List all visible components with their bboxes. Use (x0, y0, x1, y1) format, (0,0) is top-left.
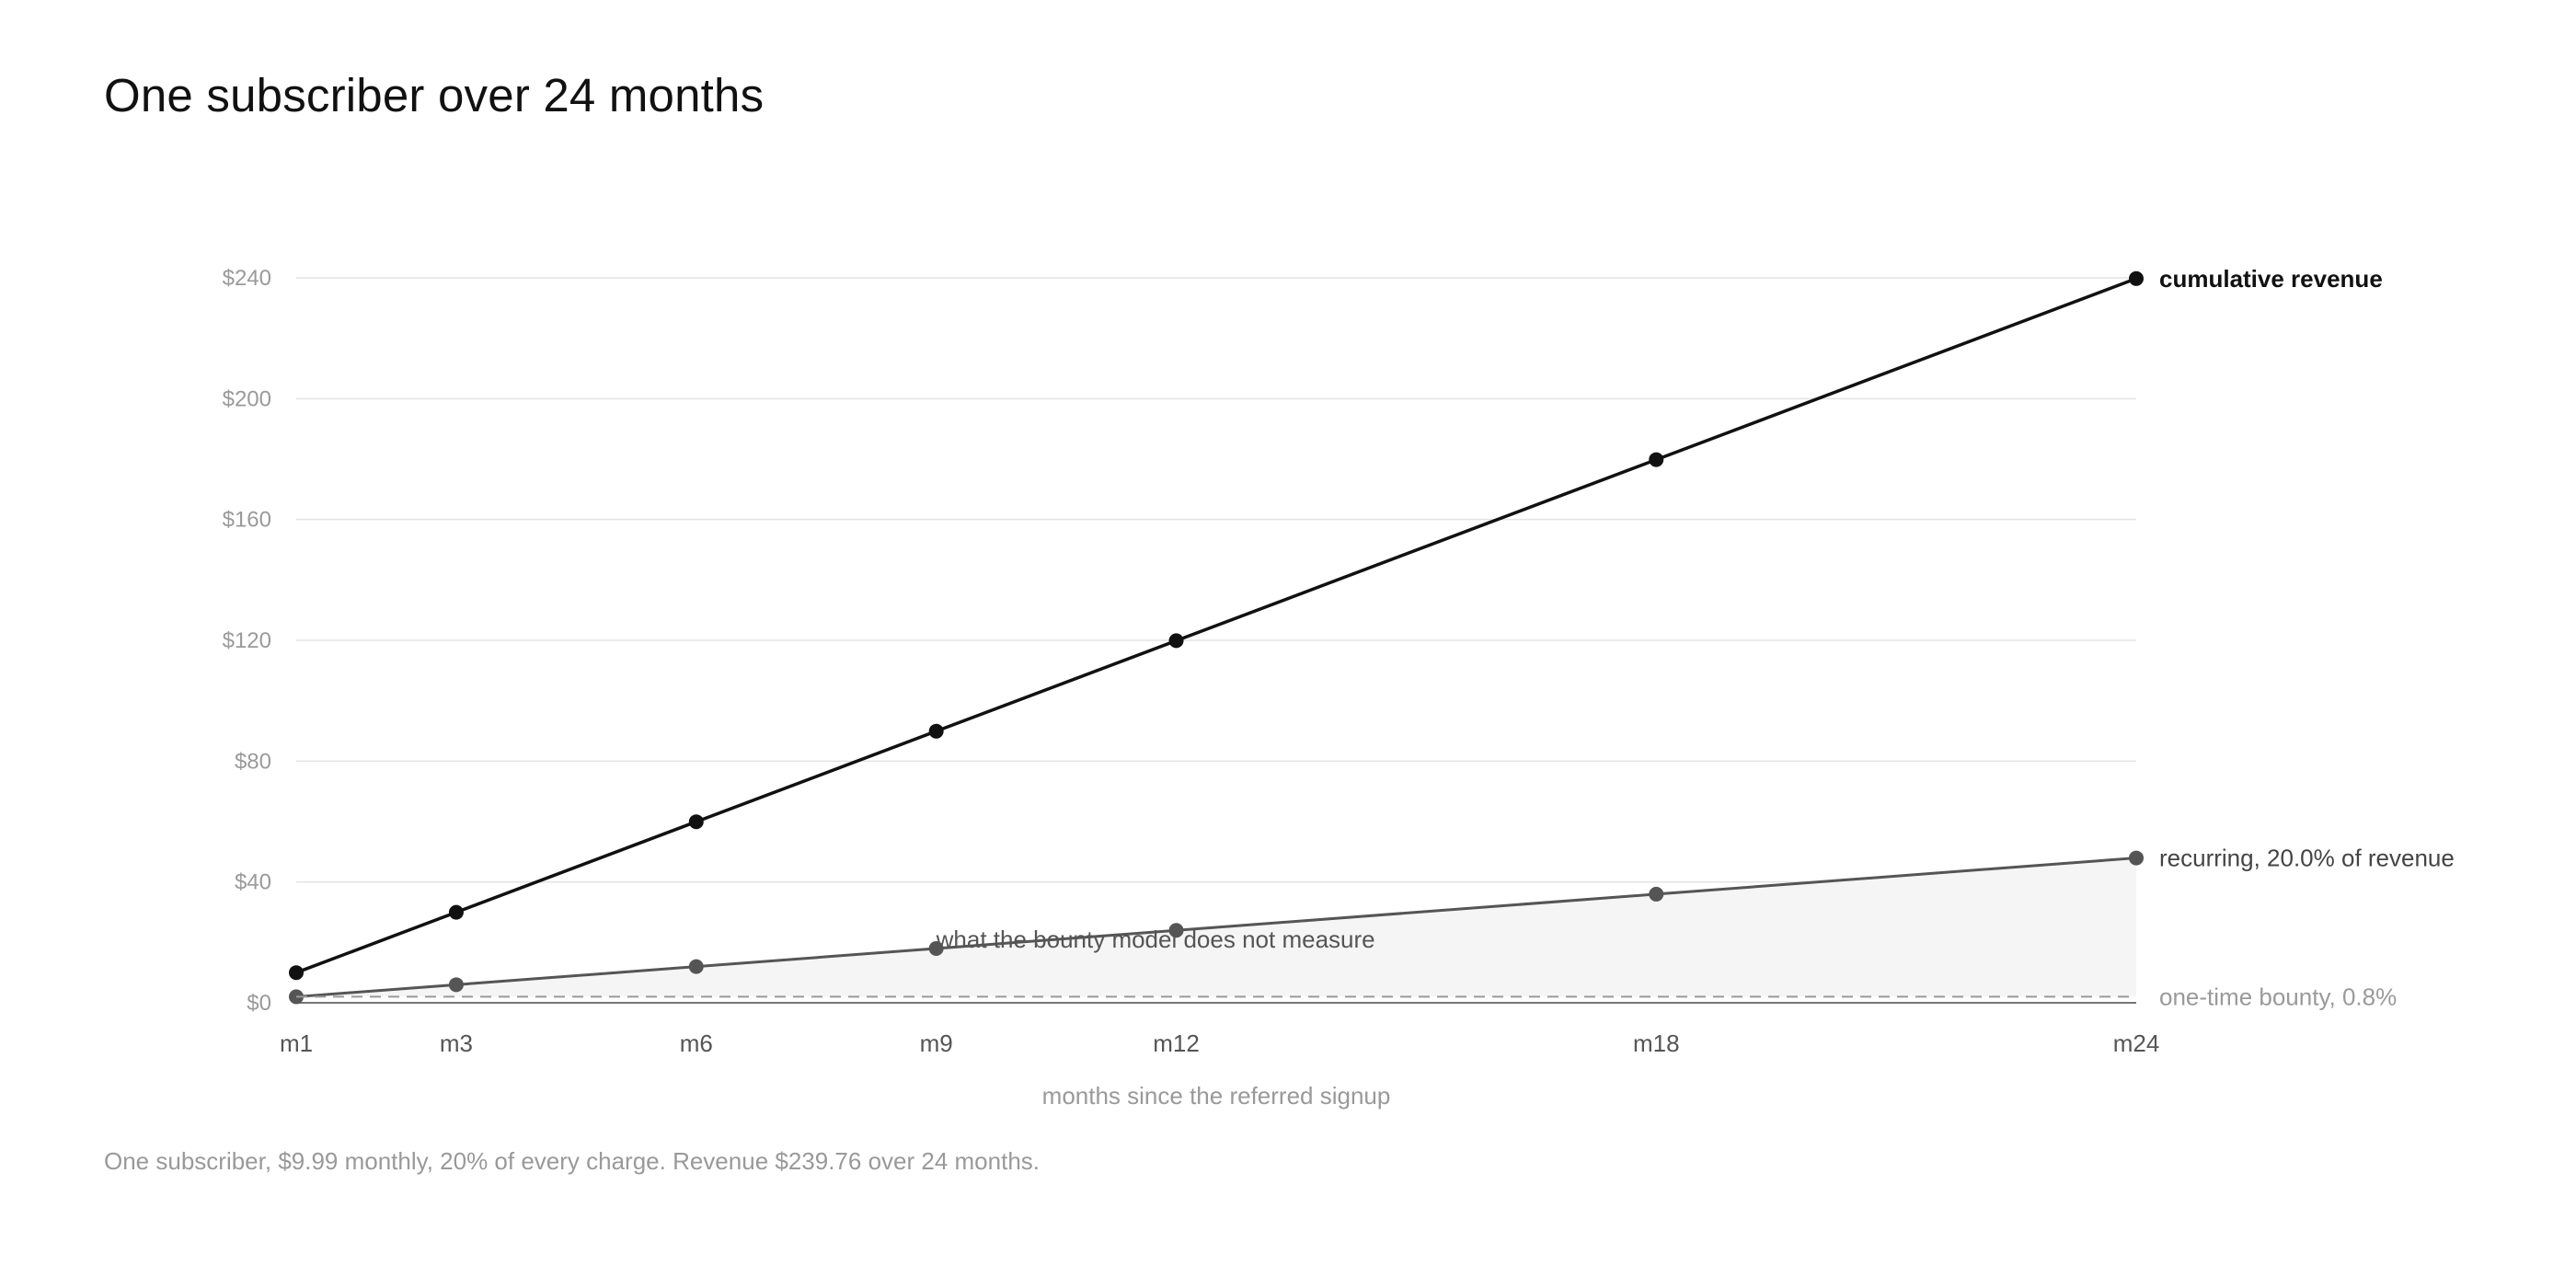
y-tick-label: $120 (223, 628, 271, 653)
data-point-recurring (448, 977, 464, 993)
data-point-cumulative (448, 904, 464, 920)
x-tick-label: m12 (1153, 1029, 1200, 1057)
data-point-cumulative (928, 723, 944, 739)
data-point-recurring (928, 940, 944, 956)
x-tick-label: m18 (1633, 1029, 1680, 1057)
annotation-label: what the bounty model does not measure (936, 926, 1375, 953)
data-point-recurring (2129, 850, 2144, 866)
y-tick-label: $160 (223, 508, 271, 533)
x-tick-label: m1 (280, 1029, 313, 1057)
y-tick-label: $80 (235, 749, 271, 774)
data-point-cumulative (688, 814, 704, 830)
data-point-cumulative (1649, 452, 1664, 467)
series-label-cumulative: cumulative revenue (2159, 265, 2383, 293)
series-line-cumulative (295, 277, 2137, 974)
x-tick-label: m9 (920, 1029, 953, 1057)
series-label-recurring: recurring, 20.0% of revenue (2159, 845, 2455, 872)
data-point-cumulative (289, 965, 304, 981)
data-point-cumulative (1168, 633, 1184, 649)
series-label-bounty: one-time bounty, 0.8% (2159, 983, 2397, 1010)
y-tick-label: $240 (223, 266, 271, 291)
x-axis-label: months since the referred signup (1042, 1082, 1391, 1110)
y-tick-label: $0 (247, 991, 271, 1016)
y-tick-label: $200 (223, 386, 271, 411)
x-tick-label: m6 (680, 1029, 713, 1057)
data-point-recurring (688, 959, 704, 974)
x-tick-label: m24 (2113, 1029, 2160, 1057)
chart-caption: One subscriber, $9.99 monthly, 20% of ev… (104, 1147, 1041, 1175)
data-point-recurring (1649, 886, 1664, 902)
data-point-recurring (1168, 923, 1184, 938)
x-tick-label: m3 (440, 1029, 473, 1057)
y-tick-label: $40 (235, 870, 271, 895)
data-point-cumulative (2129, 270, 2144, 286)
chart-title: One subscriber over 24 months (104, 69, 765, 121)
